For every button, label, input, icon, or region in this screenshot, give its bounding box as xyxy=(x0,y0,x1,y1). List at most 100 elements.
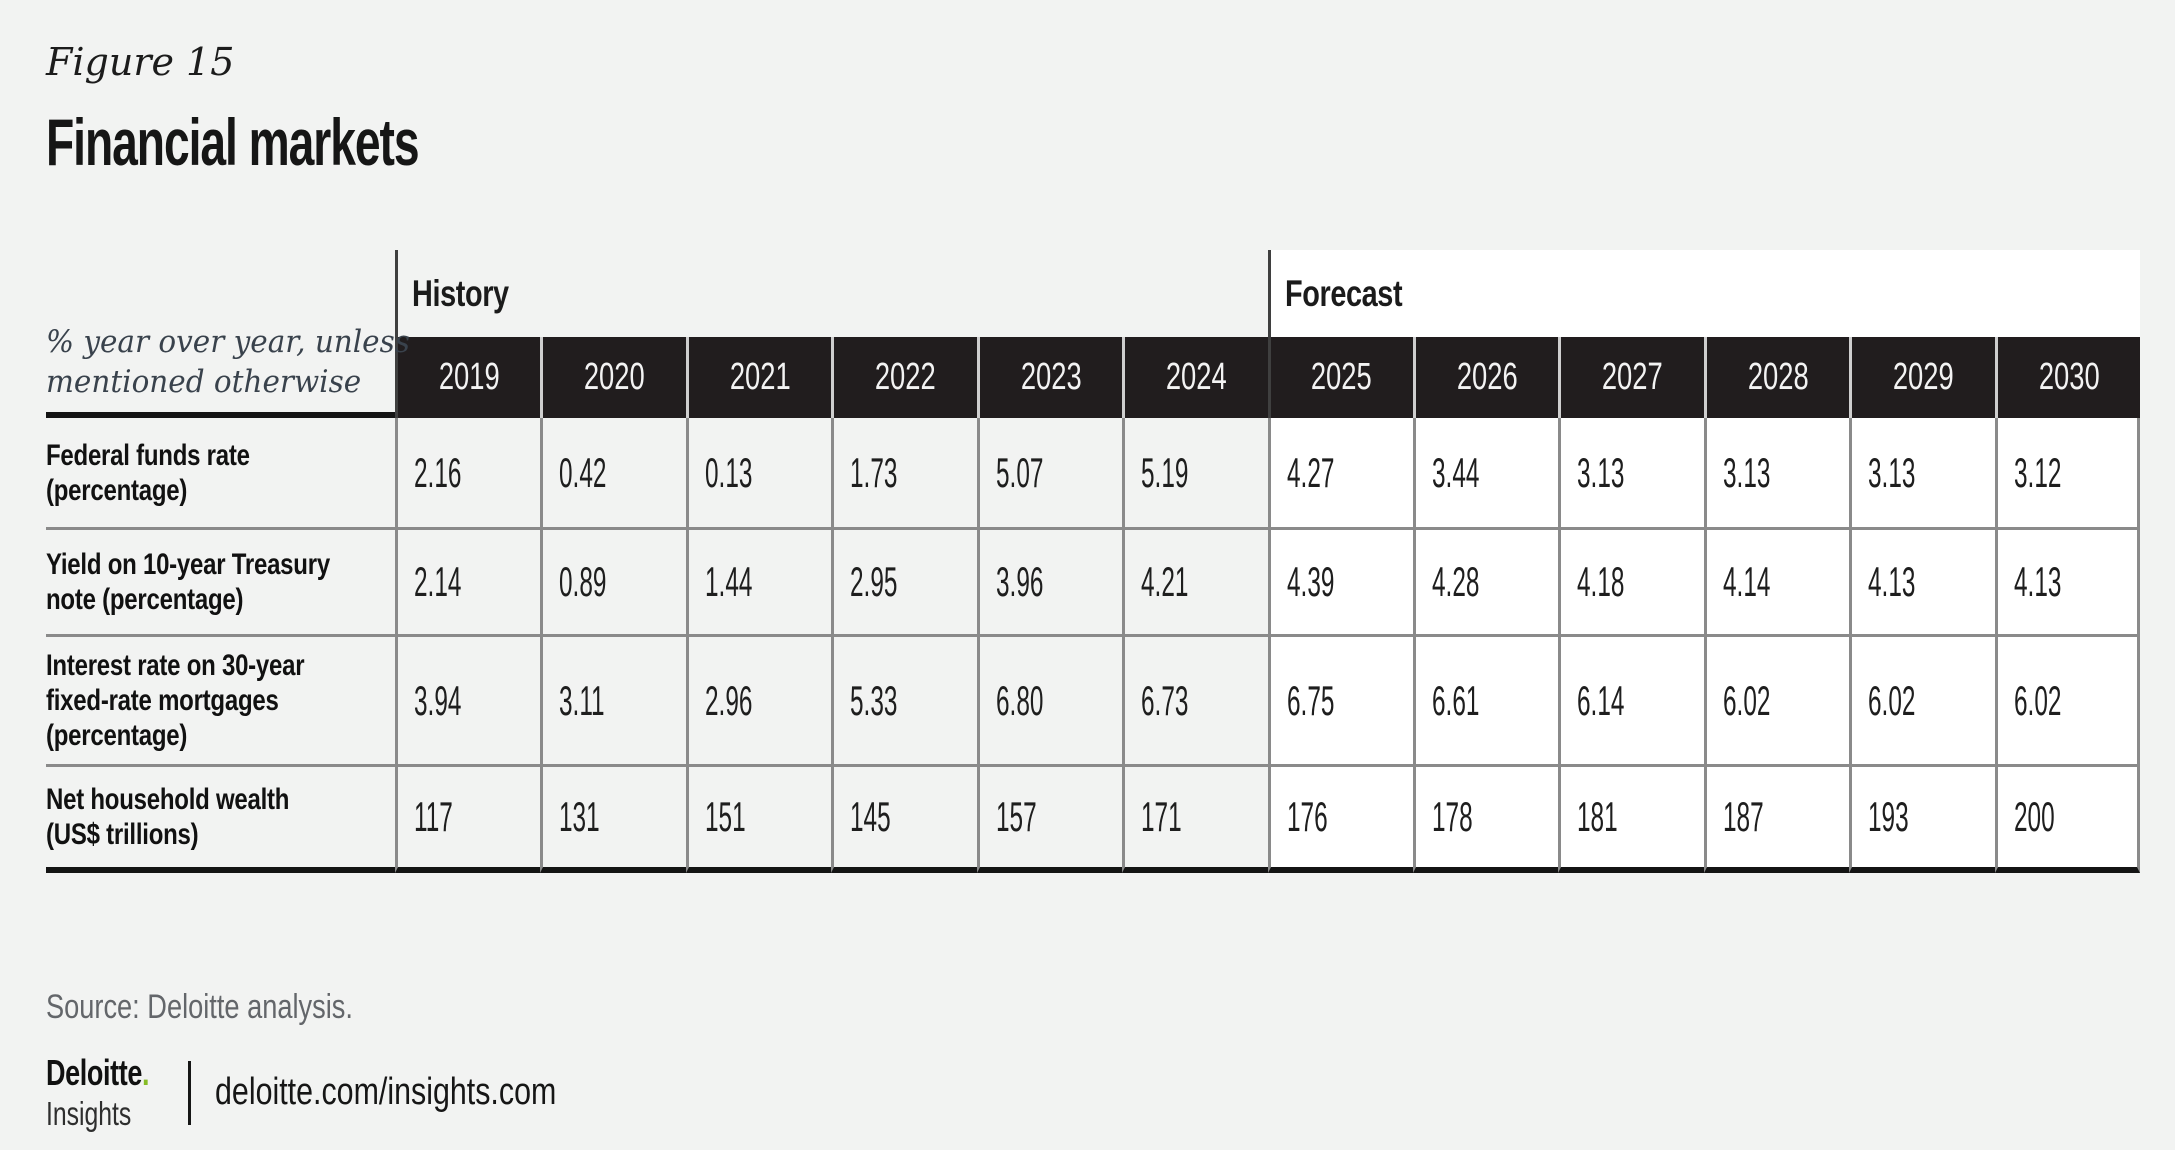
year-header-2023: 2023 xyxy=(976,337,1123,418)
cell-value: 157 xyxy=(995,793,1037,840)
value-cell: 131 xyxy=(540,767,686,873)
year-label: 2019 xyxy=(438,356,500,398)
cell-value: 3.12 xyxy=(2013,448,2061,496)
value-cell: 2.96 xyxy=(685,637,832,767)
value-cell: 3.13 xyxy=(1703,418,1850,530)
value-cell: 117 xyxy=(395,767,541,873)
logo-wordmark: Deloitte. Insights xyxy=(46,1052,184,1133)
cell-value: 4.21 xyxy=(1141,558,1189,605)
deloitte-insights-logo: Deloitte. Insights deloitte.com/insights… xyxy=(46,1052,641,1133)
year-label: 2021 xyxy=(729,356,791,398)
cell-value: 4.27 xyxy=(1286,448,1334,496)
year-label: 2027 xyxy=(1602,356,1663,398)
cell-value: 4.39 xyxy=(1286,558,1334,605)
table-row-federal-funds-rate: Federal funds rate (percentage) 2.16 0.4… xyxy=(46,418,2141,530)
cell-value: 6.02 xyxy=(1722,676,1771,724)
cell-value: 131 xyxy=(559,793,601,840)
value-cell: 176 xyxy=(1267,767,1413,873)
cell-value: 6.80 xyxy=(995,676,1044,724)
value-cell: 6.75 xyxy=(1267,637,1413,767)
value-cell: 145 xyxy=(831,767,977,873)
row-label-line: note (percentage) xyxy=(46,583,244,616)
unit-note-cell: % year over year, unless mentioned other… xyxy=(46,250,410,418)
row-label: Yield on 10-year Treasury note (percenta… xyxy=(46,530,395,637)
history-section-label: History xyxy=(412,272,509,314)
cell-value: 6.73 xyxy=(1141,676,1189,724)
row-label-line: Federal funds rate xyxy=(46,438,250,472)
cell-value: 200 xyxy=(2013,793,2055,840)
forecast-section-header: Forecast xyxy=(1267,250,2141,337)
cell-value: 1.73 xyxy=(850,448,898,496)
row-label-line: Net household wealth xyxy=(46,783,290,816)
figure-number-label: Figure 15 xyxy=(46,40,235,84)
logo-insights-text: Insights xyxy=(46,1095,132,1132)
cell-value: 2.96 xyxy=(704,676,753,724)
value-cell: 4.21 xyxy=(1122,530,1268,637)
cell-value: 6.75 xyxy=(1286,676,1334,724)
value-cell: 3.44 xyxy=(1412,418,1559,530)
year-header-2029: 2029 xyxy=(1849,337,1995,418)
cell-value: 2.95 xyxy=(850,558,898,605)
cell-value: 0.89 xyxy=(559,558,607,605)
cell-value: 178 xyxy=(1431,793,1473,840)
cell-value: 2.16 xyxy=(414,448,462,496)
cell-value: 3.44 xyxy=(1431,448,1480,496)
value-cell: 6.73 xyxy=(1122,637,1268,767)
value-cell: 3.13 xyxy=(1558,418,1704,530)
value-cell: 171 xyxy=(1122,767,1268,873)
cell-value: 5.19 xyxy=(1141,448,1189,496)
year-label: 2030 xyxy=(2038,356,2100,398)
cell-value: 3.13 xyxy=(1722,448,1771,496)
value-cell: 6.02 xyxy=(1994,637,2141,767)
value-cell: 6.14 xyxy=(1558,637,1704,767)
year-header-2020: 2020 xyxy=(540,337,686,418)
row-label-line: (percentage) xyxy=(46,473,188,507)
value-cell: 3.11 xyxy=(540,637,686,767)
unit-note-line-1: % year over year, unless xyxy=(46,324,410,360)
table-row-mortgage-rate: Interest rate on 30-year fixed-rate mort… xyxy=(46,637,2141,767)
logo-green-dot-icon: . xyxy=(142,1052,150,1093)
value-cell: 6.61 xyxy=(1412,637,1559,767)
logo-deloitte-text: Deloitte. xyxy=(46,1052,150,1094)
value-cell: 3.12 xyxy=(1994,418,2141,530)
cell-value: 3.11 xyxy=(559,676,606,724)
cell-value: 3.94 xyxy=(414,676,462,724)
row-label-line: Interest rate on 30-year xyxy=(46,649,305,682)
year-label: 2025 xyxy=(1311,356,1373,398)
value-cell: 1.44 xyxy=(685,530,832,637)
cell-value: 4.13 xyxy=(1868,558,1916,605)
source-note: Source: Deloitte analysis. xyxy=(46,988,353,1026)
cell-value: 0.42 xyxy=(559,448,607,496)
value-cell: 5.33 xyxy=(831,637,977,767)
year-header-2019: 2019 xyxy=(395,337,541,418)
value-cell: 181 xyxy=(1558,767,1704,873)
year-label: 2026 xyxy=(1456,356,1518,398)
cell-value: 187 xyxy=(1722,793,1764,840)
year-label: 2022 xyxy=(874,356,936,398)
cell-value: 6.02 xyxy=(1868,676,1916,724)
value-cell: 3.94 xyxy=(395,637,541,767)
history-section-header: History xyxy=(395,250,1268,337)
year-label: 2028 xyxy=(1747,356,1809,398)
value-cell: 2.95 xyxy=(831,530,977,637)
year-header-2025: 2025 xyxy=(1267,337,1413,418)
cell-value: 193 xyxy=(1868,793,1909,840)
cell-value: 145 xyxy=(850,793,891,840)
logo-divider xyxy=(187,1060,191,1125)
cell-value: 171 xyxy=(1141,793,1182,840)
value-cell: 6.80 xyxy=(976,637,1123,767)
table-row-treasury-yield: Yield on 10-year Treasury note (percenta… xyxy=(46,530,2141,637)
year-header-row: 2019 2020 2021 2022 2023 2024 2025 2026 … xyxy=(46,337,2141,418)
cell-value: 4.18 xyxy=(1577,558,1625,605)
cell-value: 151 xyxy=(704,793,746,840)
cell-value: 0.13 xyxy=(704,448,753,496)
value-cell: 4.27 xyxy=(1267,418,1413,530)
value-cell: 4.14 xyxy=(1703,530,1850,637)
year-header-2021: 2021 xyxy=(685,337,832,418)
value-cell: 4.13 xyxy=(1849,530,1995,637)
cell-value: 117 xyxy=(414,793,453,840)
year-header-2026: 2026 xyxy=(1412,337,1559,418)
value-cell: 193 xyxy=(1849,767,1995,873)
cell-value: 4.13 xyxy=(2013,558,2061,605)
